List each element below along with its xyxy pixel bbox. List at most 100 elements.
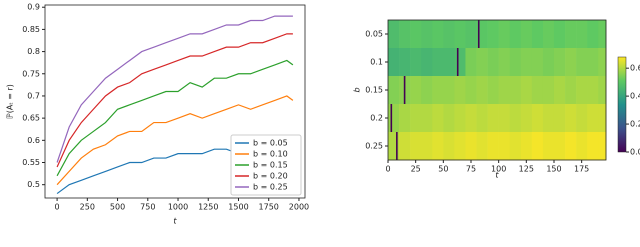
x-tick-label: 100: [491, 165, 506, 174]
heatmap-cell: [531, 20, 544, 49]
heatmap-cell: [553, 20, 566, 49]
heatmap-cell: [587, 20, 599, 49]
x-axis-label: t: [173, 217, 177, 226]
heatmap-cell: [465, 132, 477, 161]
heatmap-cell: [520, 104, 533, 133]
heatmap-cell: [465, 20, 477, 49]
legend-box: [230, 134, 302, 196]
y-tick-label: 0.75: [22, 69, 40, 78]
heatmap-cell: [542, 20, 555, 49]
heatmap-cell: [531, 76, 544, 105]
heatmap-cell: [443, 76, 455, 105]
y-tick-label: 0.55: [22, 158, 40, 167]
heatmap-cell: [432, 48, 444, 77]
colorbar: [617, 56, 627, 153]
x-tick-label: 1000: [168, 203, 188, 212]
x-tick-label: 125: [519, 165, 534, 174]
legend-label: b = 0.15: [253, 161, 288, 170]
heatmap-cell: [399, 20, 411, 49]
colorbar-tick-label: 0.0: [630, 148, 640, 157]
heatmap-cell: [388, 20, 400, 49]
heatmap-cell: [565, 48, 577, 77]
series-line: [56, 33, 293, 168]
heatmap-cell: [454, 104, 466, 133]
heatmap-cell: [476, 48, 488, 77]
heatmap-cell: [576, 132, 588, 161]
heatmap-cell: [587, 48, 599, 77]
heatmap-cell: [432, 132, 444, 161]
colorbar-tick-label: 0.4: [630, 92, 640, 101]
legend-label: b = 0.20: [253, 172, 288, 181]
heatmap-cell: [421, 48, 433, 77]
heatmap-cell: [410, 132, 422, 161]
heatmap-cell: [410, 104, 422, 133]
heatmap-cell: [576, 104, 588, 133]
x-tick-label: 1750: [259, 203, 279, 212]
heatmap-cell: [421, 132, 433, 161]
heatmap-cell: [531, 104, 544, 133]
x-tick-label: 1250: [198, 203, 218, 212]
heatmap-cell: [509, 20, 522, 49]
heatmap-cell: [587, 76, 599, 105]
x-tick-label: 750: [140, 203, 155, 212]
x-tick-label: 0: [55, 203, 60, 212]
heatmap-cell: [454, 48, 466, 77]
x-tick-label: 25: [411, 165, 421, 174]
heatmap-cell: [576, 48, 588, 77]
y-tick-label: 0.6: [27, 136, 40, 145]
heatmap-cell: [432, 20, 444, 49]
heatmap-cell: [388, 104, 400, 133]
x-tick-label: 2000: [289, 203, 309, 212]
x-tick-label: 150: [546, 165, 561, 174]
heatmap-cell: [498, 132, 511, 161]
heatmap-cell: [410, 48, 422, 77]
x-tick-label: 500: [110, 203, 125, 212]
heatmap-cell: [465, 104, 477, 133]
x-axis-label: t: [495, 171, 499, 180]
heatmap-cell: [509, 76, 522, 105]
legend-label: b = 0.10: [253, 150, 288, 159]
heatmap-cell: [476, 104, 488, 133]
series-line: [56, 59, 294, 177]
heatmap-cell: [587, 104, 599, 133]
heatmap-cell: [432, 104, 444, 133]
y-tick-label: 0.15: [365, 86, 383, 95]
heatmap-cell: [542, 48, 555, 77]
heatmap-cell: [553, 48, 566, 77]
heatmap-cell: [410, 20, 422, 49]
heatmap-cell: [410, 76, 422, 105]
heatmap-cell: [443, 104, 455, 133]
heatmap-cell: [509, 104, 522, 133]
legend-label: b = 0.25: [253, 183, 288, 192]
heatmap-cell: [553, 132, 566, 161]
y-tick-label: 0.65: [22, 114, 40, 123]
heatmap-cell: [509, 132, 522, 161]
heatmap-cell: [487, 76, 499, 105]
heatmap-cell: [520, 48, 533, 77]
heatmap-cell: [598, 48, 607, 77]
heatmap-cell: [598, 76, 607, 105]
heatmap-cell: [421, 20, 433, 49]
heatmap-cell: [565, 76, 577, 105]
heatmap-cell: [487, 20, 499, 49]
x-tick-label: 75: [466, 165, 476, 174]
y-tick-label: 0.85: [22, 25, 40, 34]
heatmap-cell: [421, 104, 433, 133]
heatmap-cell: [498, 48, 511, 77]
y-tick-label: 0.05: [365, 30, 383, 39]
heatmap-cell: [531, 48, 544, 77]
heatmap-cell: [498, 104, 511, 133]
series-line: [56, 15, 293, 163]
heatmap-cell: [399, 104, 411, 133]
y-tick-label: 0.2: [370, 114, 383, 123]
heatmap-cell: [509, 48, 522, 77]
heatmap-cell: [520, 20, 533, 49]
heatmap-cell: [388, 132, 400, 161]
heatmap-cell: [598, 104, 607, 133]
heatmap-cell: [487, 132, 499, 161]
y-tick-label: 0.7: [27, 91, 40, 100]
heatmap-cell: [520, 132, 533, 161]
heatmap-cell: [565, 104, 577, 133]
heatmap-cell: [487, 104, 499, 133]
